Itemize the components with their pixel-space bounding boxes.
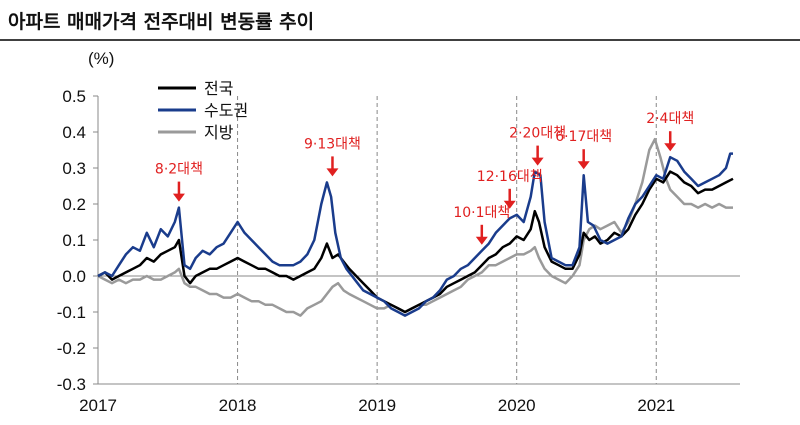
annotation-1: 9·13대책 [304,136,361,177]
annotation-label-5: 6·17대책 [555,129,612,145]
annotation-3: 12·16대책 [477,169,543,209]
x-tick-label-0: 2017 [79,396,117,415]
y-tick-label-6: -0.1 [57,303,86,322]
annotation-arrow-head-5 [577,161,590,170]
annotation-label-2: 10·1대책 [453,205,510,221]
annotation-label-0: 8·2대책 [155,162,203,178]
x-tick-label-1: 2018 [219,396,257,415]
annotation-5: 6·17대책 [555,129,612,170]
annotation-2: 10·1대책 [453,205,510,245]
annotation-arrow-head-3 [503,200,516,209]
annotation-arrow-head-0 [172,193,185,202]
plot-grid: 0.5 0.4 0.3 0.2 0.1 0.0 -0.1 -0.2 -0.3 2017 2018 20… [57,87,740,415]
y-tick-label-8: -0.3 [57,375,86,394]
chart-title: 아파트 매매가격 전주대비 변동률 추이 [8,11,314,33]
annotation-label-3: 12·16대책 [477,169,543,185]
y-tick-label-5: 0.0 [62,267,86,286]
annotation-label-1: 9·13대책 [304,136,361,152]
y-tick-label-7: -0.2 [57,339,86,358]
annotation-6: 2·4대책 [646,111,694,152]
annotation-arrow-head-4 [531,157,544,166]
y-tick-label-2: 0.3 [62,159,86,178]
series-line-1 [97,152,733,317]
y-tick-label-3: 0.2 [62,195,86,214]
annotation-label-6: 2·4대책 [646,111,694,127]
plot-series [97,137,734,317]
annotation-arrow-head-2 [475,236,488,245]
annotation-0: 8·2대책 [155,162,203,202]
annotation-arrow-head-6 [664,143,677,152]
x-tick-label-2: 2019 [358,396,396,415]
y-tick-label-1: 0.4 [62,123,86,142]
y-tick-label-0: 0.5 [62,87,86,106]
annotation-4: 2·20대책 [509,126,566,166]
x-tick-label-4: 2021 [637,396,675,415]
annotation-label-4: 2·20대책 [509,126,566,142]
y-axis-unit: (%) [88,49,114,68]
legend-label-1: 수도권 [204,101,248,120]
x-tick-label-3: 2020 [498,396,536,415]
annotation-arrow-head-1 [326,168,339,177]
legend-label-2: 지방 [204,123,234,142]
y-tick-label-4: 0.1 [62,231,86,250]
legend-label-0: 전국 [204,79,233,98]
